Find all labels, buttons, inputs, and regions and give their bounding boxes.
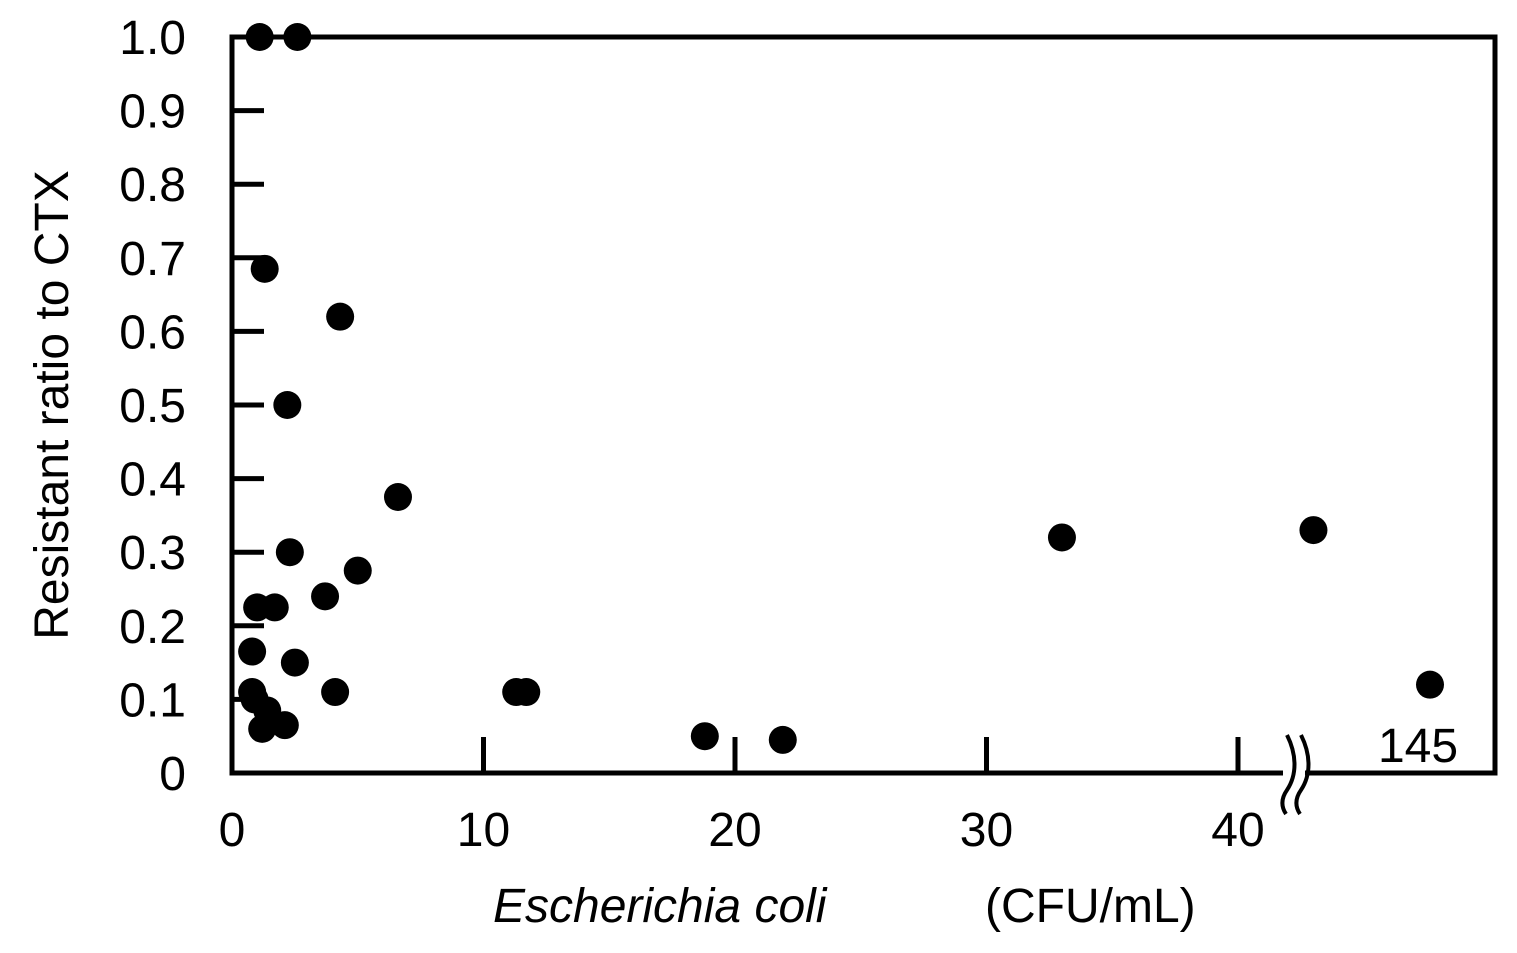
data-point — [250, 254, 279, 283]
y-tick-label: 0.2 — [119, 601, 186, 654]
data-point — [283, 23, 312, 51]
x-axis-ticks — [481, 737, 1241, 773]
y-axis-title: Resistant ratio to CTX — [26, 170, 79, 640]
data-point — [280, 648, 309, 677]
data-point — [326, 302, 355, 331]
data-point — [512, 678, 541, 707]
x-axis-title-unit: (CFU/mL) — [985, 880, 1196, 933]
data-point — [1299, 516, 1328, 545]
data-point — [321, 678, 350, 707]
x-tick-label: 40 — [1211, 804, 1264, 857]
y-axis-tick-labels: 0 0.1 0.2 0.3 0.4 0.5 0.6 0.7 0.8 0.9 1.0 — [119, 12, 186, 801]
y-tick-label: 1.0 — [119, 12, 186, 65]
data-point — [260, 593, 289, 622]
y-tick-label: 0 — [159, 748, 186, 801]
x-tick-label: 20 — [708, 804, 761, 857]
y-tick-label: 0.7 — [119, 233, 186, 286]
y-axis-ticks — [232, 108, 264, 702]
x-axis-title: Escherichia coli (CFU/mL) — [493, 880, 1196, 933]
data-point — [311, 582, 340, 611]
data-point — [248, 714, 277, 743]
x-axis-break — [1280, 734, 1311, 816]
plot-area-frame — [229, 34, 1498, 776]
y-tick-label: 0.6 — [119, 306, 186, 359]
axis-break-mark-left — [1280, 734, 1297, 816]
axis-break-end-label: 145 — [1378, 720, 1458, 773]
data-point — [270, 711, 299, 740]
data-point — [1047, 523, 1076, 552]
x-tick-label: 30 — [960, 804, 1013, 857]
axis-break-mark-right — [1294, 734, 1311, 816]
x-tick-label: 10 — [457, 804, 510, 857]
data-point — [245, 23, 274, 51]
x-axis-title-organism: Escherichia coli — [493, 880, 828, 933]
data-point — [383, 483, 412, 511]
data-point — [273, 391, 302, 419]
y-tick-label: 0.4 — [119, 454, 186, 507]
x-tick-label: 0 — [219, 804, 246, 857]
y-tick-label: 0.8 — [119, 159, 186, 212]
x-axis-tick-labels: 0 10 20 30 40 — [219, 804, 1265, 857]
data-point-beyond-break — [1416, 670, 1444, 699]
y-tick-label: 0.3 — [119, 527, 186, 580]
data-point — [275, 538, 304, 567]
data-point — [343, 556, 372, 585]
data-point — [690, 722, 719, 751]
data-point — [768, 725, 797, 754]
y-tick-label: 0.5 — [119, 380, 186, 433]
data-points — [238, 23, 1444, 754]
data-point — [238, 637, 267, 666]
y-tick-label: 0.9 — [119, 86, 186, 139]
y-tick-label: 0.1 — [119, 674, 186, 727]
